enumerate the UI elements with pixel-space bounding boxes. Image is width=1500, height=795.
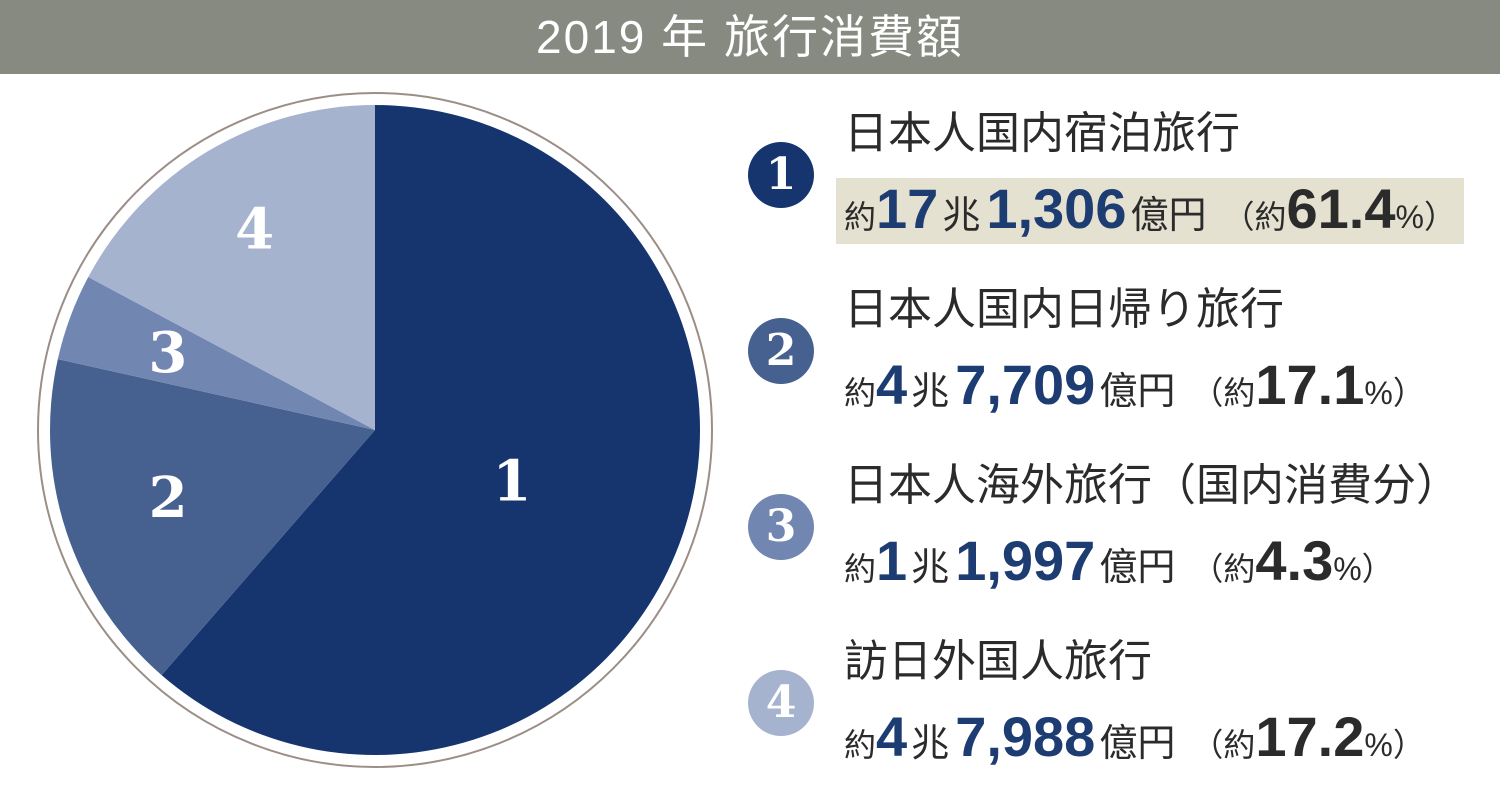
unit-oku: 億円 [1099, 371, 1176, 413]
pie-slice-label-3: 3 [148, 320, 187, 386]
header-bar: 2019 年 旅行消費額 [0, 0, 1500, 74]
legend-title-2: 日本人国内日帰り旅行 [844, 285, 1284, 334]
legend-value-2: 約 4 兆 7,709 億円 （約 17.1 %） [836, 354, 1464, 420]
pie-slice-label-2: 2 [149, 465, 188, 531]
paren-open: （約 [1191, 551, 1256, 587]
unit-cho: 兆 [911, 547, 950, 589]
value-percent: 4.3 [1255, 529, 1334, 592]
paren-open: （約 [1191, 375, 1256, 411]
badge-number: 3 [765, 501, 797, 552]
legend-item-1: 1 日本人国内宿泊旅行 約 17 兆 1,306 億円 （約 61.4 %） [748, 106, 1472, 244]
unit-oku: 億円 [1099, 723, 1176, 765]
value-percent: 61.4 [1286, 177, 1396, 240]
unit-cho: 兆 [942, 195, 981, 237]
legend-text-2: 日本人国内日帰り旅行 約 4 兆 7,709 億円 （約 17.1 %） [844, 282, 1472, 420]
paren-close: %） [1395, 199, 1456, 235]
legend-badge-1: 1 [748, 142, 814, 208]
legend-text-3: 日本人海外旅行（国内消費分） 約 1 兆 1,997 億円 （約 4.3 %） [844, 458, 1472, 596]
legend-text-1: 日本人国内宿泊旅行 約 17 兆 1,306 億円 （約 61.4 %） [836, 106, 1472, 244]
unit-oku: 億円 [1099, 547, 1176, 589]
legend-title-1: 日本人国内宿泊旅行 [844, 109, 1240, 158]
pie-svg: 1 2 34 [37, 92, 713, 768]
legend-value-4: 約 4 兆 7,988 億円 （約 17.2 %） [836, 706, 1464, 772]
value-oku: 1,997 [955, 529, 1096, 592]
legend-text-4: 訪日外国人旅行 約 4 兆 7,988 億円 （約 17.2 %） [844, 634, 1472, 772]
page-title: 2019 年 旅行消費額 [536, 11, 964, 63]
legend-badge-3: 3 [748, 494, 814, 560]
legend-value-3: 約 1 兆 1,997 億円 （約 4.3 %） [836, 530, 1464, 596]
legend-badge-2: 2 [748, 318, 814, 384]
pie-slice-label-1: 1 [493, 448, 532, 514]
paren-open: （約 [1191, 727, 1256, 763]
value-cho: 4 [876, 705, 908, 768]
approx-prefix: 約 [844, 551, 877, 587]
pie-slice-label-4: 4 [235, 196, 274, 262]
pie-slice-1 [161, 105, 701, 755]
legend: 1 日本人国内宿泊旅行 約 17 兆 1,306 億円 （約 61.4 %） 2 [748, 0, 1472, 795]
value-cho: 17 [876, 177, 939, 240]
value-percent: 17.2 [1255, 705, 1365, 768]
value-oku: 7,988 [955, 705, 1096, 768]
badge-number: 4 [765, 677, 797, 728]
value-oku: 7,709 [955, 353, 1096, 416]
value-cho: 1 [876, 529, 908, 592]
value-percent: 17.1 [1255, 353, 1365, 416]
badge-number: 2 [765, 325, 797, 376]
legend-item-2: 2 日本人国内日帰り旅行 約 4 兆 7,709 億円 （約 17.1 %） [748, 282, 1472, 420]
legend-title-3: 日本人海外旅行（国内消費分） [844, 461, 1460, 510]
paren-open: （約 [1222, 199, 1287, 235]
legend-badge-4: 4 [748, 670, 814, 736]
legend-value-1: 約 17 兆 1,306 億円 （約 61.4 %） [836, 178, 1464, 244]
badge-number: 1 [765, 149, 797, 200]
pie-slice-3 [57, 277, 375, 430]
pie-outer-ring [37, 92, 713, 768]
paren-close: %） [1333, 551, 1394, 587]
approx-prefix: 約 [844, 375, 877, 411]
value-cho: 4 [876, 353, 908, 416]
unit-cho: 兆 [911, 723, 950, 765]
pie-slice-2 [50, 359, 375, 676]
paren-close: %） [1364, 727, 1425, 763]
legend-title-4: 訪日外国人旅行 [844, 637, 1152, 686]
unit-oku: 億円 [1130, 195, 1207, 237]
legend-item-4: 4 訪日外国人旅行 約 4 兆 7,988 億円 （約 17.2 %） [748, 634, 1472, 772]
pie-slice-4 [88, 105, 375, 430]
approx-prefix: 約 [844, 727, 877, 763]
paren-close: %） [1364, 375, 1425, 411]
legend-item-3: 3 日本人海外旅行（国内消費分） 約 1 兆 1,997 億円 （約 4.3 %… [748, 458, 1472, 596]
value-oku: 1,306 [986, 177, 1127, 240]
approx-prefix: 約 [844, 199, 877, 235]
unit-cho: 兆 [911, 371, 950, 413]
